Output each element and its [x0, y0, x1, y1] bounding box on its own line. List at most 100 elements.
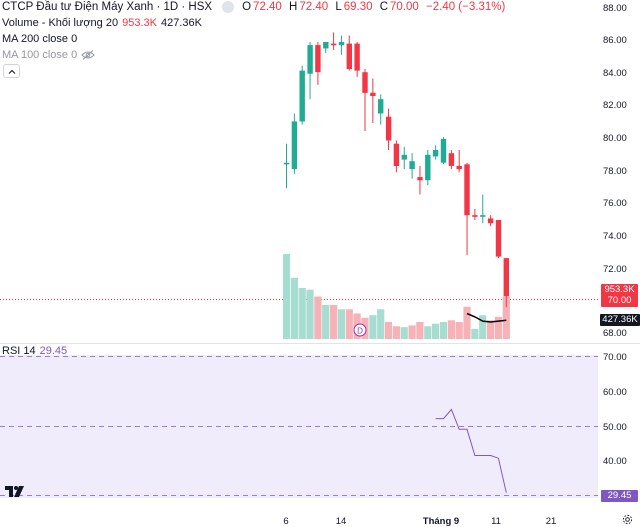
candle-body: [362, 72, 368, 93]
candle[interactable]: [409, 153, 415, 179]
volume-bar: [400, 327, 408, 339]
price-tick: 68.00: [603, 328, 627, 339]
price-tick: 76.00: [603, 198, 627, 209]
candle-body: [456, 165, 462, 170]
symbol-legend[interactable]: CTCP Đầu tư Điện Máy Xanh · 1D · HSX O 72…: [2, 1, 507, 13]
volume-bar: [463, 306, 471, 339]
volume-bar: [471, 328, 479, 339]
rsi-tick: 70.00: [603, 352, 627, 363]
ohlc-values: O 72.40 H 72.40 L 69.30 C 70.00 −2.40 (−3.31…: [242, 1, 507, 13]
volume-bar: [392, 326, 400, 340]
high-value: 72.40: [299, 1, 329, 13]
volume-bar: [369, 315, 377, 339]
candle-body: [487, 218, 494, 224]
volume-bar: [337, 309, 345, 339]
candle[interactable]: [503, 258, 509, 308]
candle[interactable]: [354, 42, 360, 77]
candle[interactable]: [307, 42, 313, 100]
candle-body: [323, 42, 329, 49]
close-label: C: [379, 1, 389, 13]
candle-body: [283, 162, 290, 165]
candle[interactable]: [440, 137, 447, 165]
candle[interactable]: [291, 113, 298, 174]
candle[interactable]: [330, 32, 337, 50]
candle[interactable]: [432, 145, 439, 160]
candle[interactable]: [448, 150, 455, 170]
volume-bar: [432, 323, 440, 339]
candle-body: [432, 150, 439, 157]
price-tick: 72.00: [603, 264, 627, 275]
candle[interactable]: [323, 42, 329, 54]
candle-body: [346, 43, 352, 69]
candle[interactable]: [487, 215, 494, 227]
candle[interactable]: [417, 165, 423, 195]
candle[interactable]: [370, 78, 376, 124]
candle-body: [291, 121, 298, 170]
collapse-legend-button[interactable]: [3, 64, 20, 78]
close-value: 70.00: [390, 1, 419, 13]
rsi-axis[interactable]: 70.00 60.00 50.00 40.00: [603, 352, 627, 467]
price-axis[interactable]: 88.00 86.00 84.00 82.00 80.00 78.00 76.0…: [603, 3, 627, 339]
volume-bar: [345, 309, 353, 339]
candlesticks[interactable]: [283, 32, 509, 308]
volume-bar: [487, 320, 495, 339]
rsi-tick: 60.00: [603, 387, 627, 398]
candle[interactable]: [393, 140, 400, 173]
candle-body: [315, 45, 321, 73]
gear-icon[interactable]: [622, 514, 633, 525]
time-tick-month: Tháng 9: [423, 516, 459, 527]
dividend-marker[interactable]: D: [353, 323, 367, 337]
price-tick: 84.00: [603, 68, 627, 79]
candle-body: [370, 92, 376, 96]
candle[interactable]: [472, 208, 478, 220]
volume-bar: [424, 326, 432, 340]
candle[interactable]: [299, 65, 305, 125]
candle[interactable]: [283, 143, 290, 189]
hidden-eye-icon[interactable]: [81, 50, 95, 60]
tradingview-logo-icon[interactable]: [5, 484, 27, 498]
candle[interactable]: [315, 42, 321, 85]
volume-ma-tag: 427.36K: [600, 314, 640, 326]
volume-bar: [494, 316, 502, 339]
candle-body: [338, 42, 345, 46]
candle[interactable]: [378, 94, 384, 125]
change-value: −2.40 (−3.31%): [426, 1, 506, 13]
high-label: H: [289, 1, 298, 13]
candle[interactable]: [456, 150, 462, 173]
rsi-tick: 40.00: [603, 456, 627, 467]
rsi-value-tag: 29.45: [601, 490, 638, 502]
ma100-legend[interactable]: MA 100 close 0: [2, 49, 95, 61]
symbol-title[interactable]: CTCP Đầu tư Điện Máy Xanh · 1D · HSX: [2, 1, 213, 13]
time-tick: 14: [336, 516, 347, 527]
time-axis[interactable]: 6 14 Tháng 9 11 21: [283, 516, 556, 527]
candle[interactable]: [385, 108, 392, 150]
candle[interactable]: [464, 162, 470, 255]
candle[interactable]: [338, 35, 345, 55]
candle-body: [464, 164, 470, 216]
volume-ma-line: [466, 312, 507, 323]
volume-bar: [314, 296, 322, 339]
price-tick: 82.00: [603, 100, 627, 111]
candle-body: [393, 143, 400, 166]
last-price-tag: 70.00: [601, 295, 638, 307]
candle[interactable]: [346, 35, 352, 71]
candle[interactable]: [362, 69, 368, 131]
open-label: O: [242, 1, 252, 13]
rsi-legend[interactable]: RSI 14 29.45: [2, 345, 67, 357]
candle[interactable]: [480, 194, 486, 224]
candle[interactable]: [401, 146, 407, 170]
candle-body: [385, 116, 392, 141]
candle-body: [440, 138, 447, 163]
candle-body: [417, 177, 423, 181]
candle[interactable]: [495, 220, 502, 259]
time-tick: 6: [283, 516, 288, 527]
volume-bar: [384, 322, 393, 339]
ma200-legend[interactable]: MA 200 close 0: [2, 33, 77, 45]
candle[interactable]: [425, 150, 431, 185]
volume-bar: [377, 309, 385, 339]
low-value: 69.30: [343, 1, 373, 13]
candle-body: [299, 70, 305, 122]
volume-legend[interactable]: Volume - Khối lượng 20 953.3K 427.36K: [2, 17, 202, 29]
market-status-dot[interactable]: [222, 1, 235, 13]
